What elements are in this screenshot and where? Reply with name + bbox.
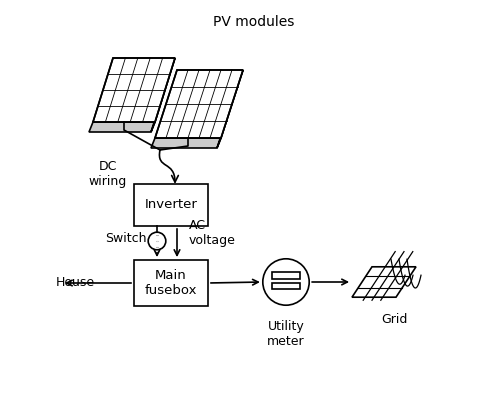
Text: PV modules: PV modules (214, 15, 295, 29)
Circle shape (263, 259, 309, 305)
Text: Switch: Switch (105, 232, 146, 246)
Polygon shape (151, 138, 221, 148)
Text: Main
fusebox: Main fusebox (145, 269, 197, 297)
Text: Grid: Grid (381, 313, 407, 326)
Text: Utility
meter: Utility meter (267, 320, 305, 348)
Bar (134, 184, 208, 226)
Bar (134, 260, 208, 306)
Text: AC
voltage: AC voltage (189, 219, 236, 247)
Polygon shape (93, 58, 175, 122)
Bar (272, 283, 300, 289)
Text: House: House (56, 276, 95, 289)
Polygon shape (155, 70, 243, 138)
Polygon shape (151, 58, 175, 132)
Text: DC
wiring: DC wiring (89, 160, 127, 188)
Bar (272, 272, 300, 279)
Circle shape (148, 232, 166, 250)
Polygon shape (89, 122, 155, 132)
Polygon shape (352, 267, 416, 297)
FancyArrowPatch shape (159, 150, 178, 182)
Text: Inverter: Inverter (145, 198, 197, 212)
Polygon shape (217, 70, 243, 148)
